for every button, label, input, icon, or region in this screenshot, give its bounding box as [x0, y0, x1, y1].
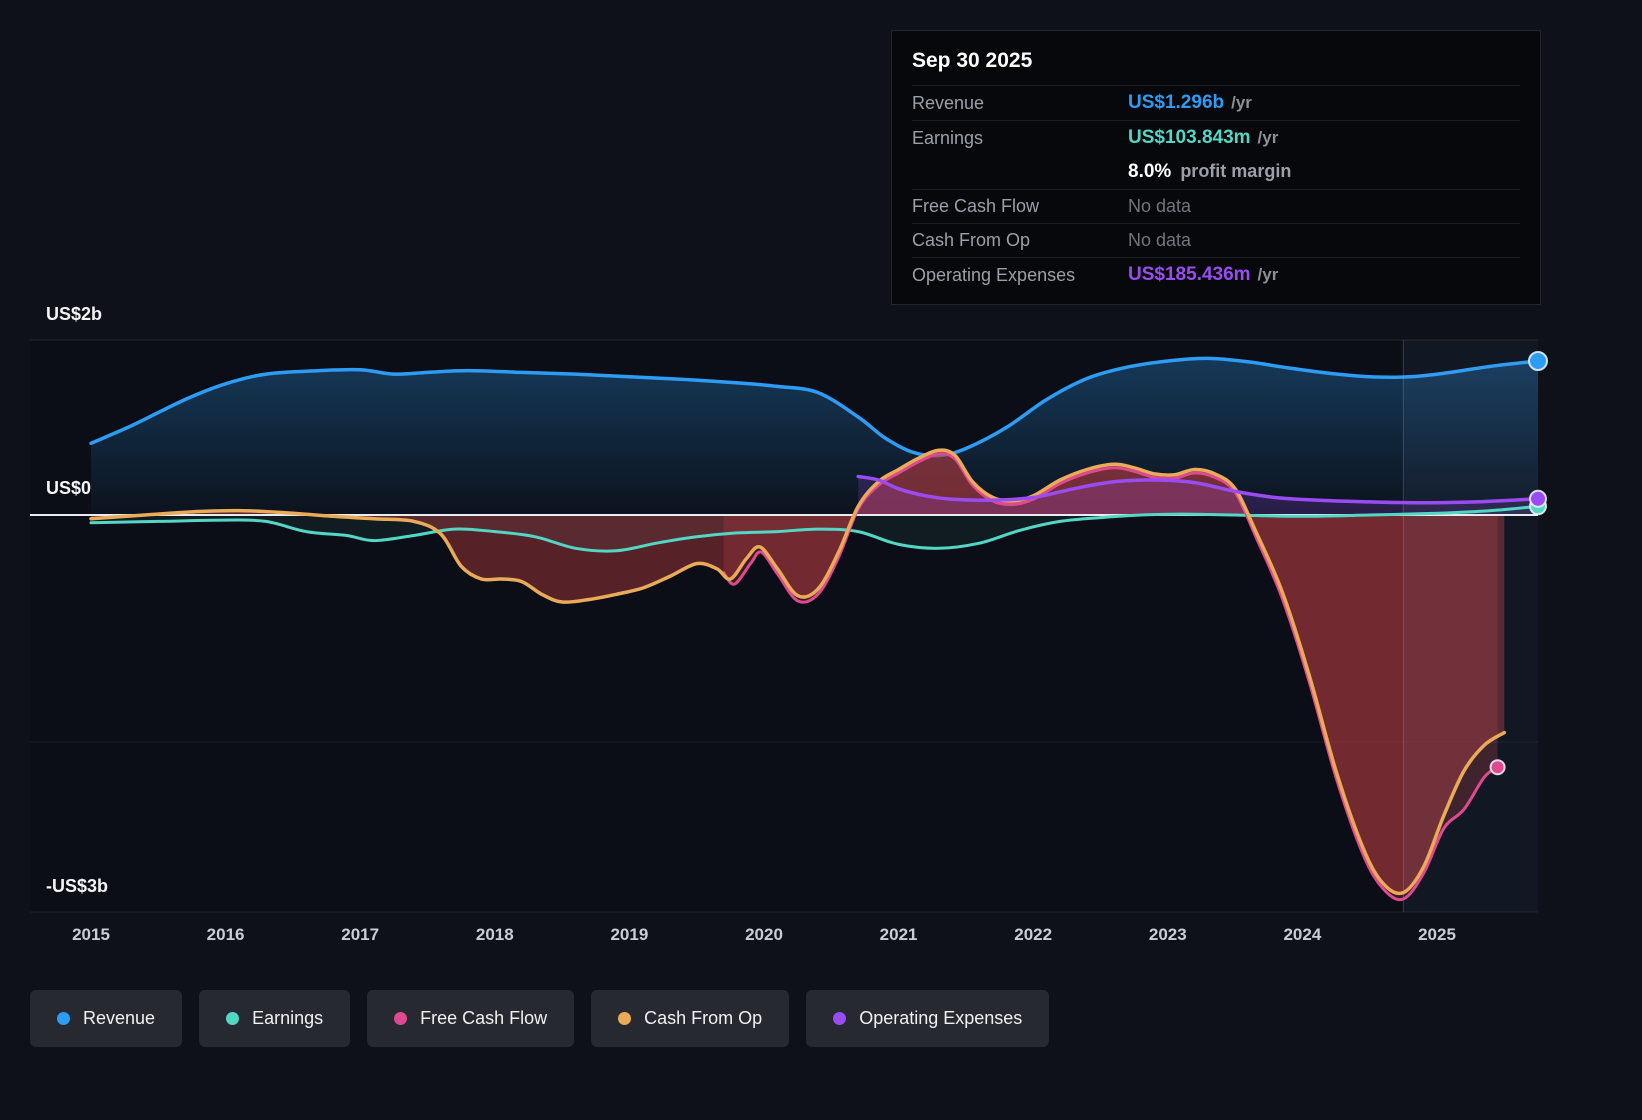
tooltip-row-revenue: Revenue US$1.296b /yr — [912, 85, 1520, 120]
chart-legend: Revenue Earnings Free Cash Flow Cash Fro… — [30, 990, 1050, 1047]
tooltip-cashop-label: Cash From Op — [912, 230, 1031, 250]
tooltip-earnings-unit: /yr — [1257, 128, 1279, 147]
area-operating-expenses — [858, 476, 1538, 515]
line-free-cash-flow — [722, 452, 1500, 902]
legend-label-cash-from-op: Cash From Op — [644, 1008, 763, 1028]
legend-item-cash-from-op[interactable]: Cash From Op — [591, 990, 790, 1047]
revenue-dot-icon — [57, 1012, 70, 1025]
tooltip-opex-label: Operating Expenses — [912, 264, 1076, 285]
tooltip-revenue-unit: /yr — [1231, 93, 1252, 112]
tooltip-row-operating-expenses: Operating Expenses US$185.436m /yr — [912, 257, 1520, 292]
operating-expenses-dot-icon — [833, 1012, 847, 1025]
end-marker-operating-expenses — [1529, 489, 1547, 508]
tooltip-margin-text: profit margin — [1180, 161, 1292, 181]
tooltip-row-profit-margin: 8.0% profit margin — [912, 155, 1520, 189]
tooltip-row-earnings: Earnings US$103.843m /yr — [912, 120, 1520, 155]
free-cash-flow-dot-icon — [394, 1012, 408, 1025]
tooltip-revenue-label: Revenue — [912, 92, 985, 113]
tooltip-date: Sep 30 2025 — [912, 49, 1033, 72]
y-axis-label-bottom: -US$3b — [46, 876, 109, 896]
chart-tooltip: Sep 30 2025 Revenue US$1.296b /yr Earnin… — [891, 30, 1541, 305]
tooltip-opex-unit: /yr — [1257, 265, 1279, 284]
cash-from-op-dot-icon — [618, 1012, 632, 1025]
legend-label-free-cash-flow: Free Cash Flow — [420, 1008, 548, 1028]
line-earnings — [89, 504, 1540, 553]
end-marker-free-cash-flow — [1489, 759, 1506, 776]
tooltip-opex-value: US$185.436m — [1128, 264, 1251, 285]
line-operating-expenses — [856, 474, 1540, 505]
earnings-dot-icon — [226, 1012, 240, 1025]
y-axis-label-top: US$2b — [46, 304, 103, 324]
tooltip-cashop-value: No data — [1128, 230, 1192, 250]
line-revenue — [89, 356, 1540, 458]
legend-item-operating-expenses[interactable]: Operating Expenses — [806, 990, 1050, 1047]
highlight-band — [1403, 340, 1538, 912]
y-axis-label-zero: US$0 — [46, 478, 92, 498]
area-cash-from-op — [91, 450, 1505, 894]
tooltip-revenue-value: US$1.296b — [1128, 92, 1225, 113]
legend-item-revenue[interactable]: Revenue — [30, 990, 183, 1047]
legend-label-earnings: Earnings — [252, 1008, 324, 1028]
chart-canvas — [30, 339, 1548, 913]
legend-label-revenue: Revenue — [83, 1008, 156, 1028]
tooltip-earnings-value: US$103.843m — [1128, 127, 1251, 148]
line-cash-from-op — [89, 448, 1507, 896]
tooltip-fcf-value: No data — [1128, 196, 1192, 216]
tooltip-fcf-label: Free Cash Flow — [912, 196, 1040, 216]
area-free-cash-flow — [723, 453, 1498, 900]
tooltip-row-cash-from-op: Cash From Op No data — [912, 223, 1520, 257]
tooltip-row-free-cash-flow: Free Cash Flow No data — [912, 189, 1520, 223]
legend-label-operating-expenses: Operating Expenses — [859, 1008, 1023, 1028]
legend-item-earnings[interactable]: Earnings — [199, 990, 351, 1047]
legend-item-free-cash-flow[interactable]: Free Cash Flow — [367, 990, 575, 1047]
tooltip-margin-value: 8.0% — [1128, 161, 1172, 182]
end-marker-revenue — [1528, 351, 1548, 371]
tooltip-earnings-label: Earnings — [912, 127, 984, 148]
